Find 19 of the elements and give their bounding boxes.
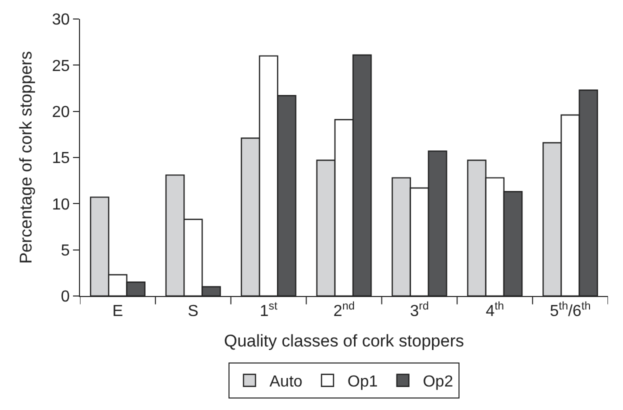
y-tick-label: 10 — [52, 196, 70, 214]
x-tick-label: S — [188, 303, 198, 320]
legend-label: Op1 — [348, 374, 378, 391]
y-tick-label: 25 — [52, 58, 70, 75]
x-tick-label: E — [112, 303, 124, 320]
x-tick-label: 5$^{th}$/6$^{th}$ — [550, 300, 591, 320]
legend-label: Auto — [270, 374, 303, 391]
x-tick-label: 4$^{th}$ — [486, 300, 504, 320]
y-tick-label: 0 — [60, 288, 70, 306]
x-axis-title: Quality classes of cork stoppers — [224, 332, 464, 351]
y-tick-label: 20 — [52, 104, 70, 121]
y-tick-label: 30 — [52, 12, 70, 29]
y-axis-title: Percentage of cork stoppers — [16, 51, 36, 264]
legend-label: Op2 — [422, 374, 454, 391]
x-tick-label: 2$^{nd}$ — [333, 300, 355, 320]
y-tick-label: 15 — [52, 150, 70, 168]
x-tick-label: 3$^{rd}$ — [410, 300, 429, 320]
x-tick-label: 1$^{st}$ — [260, 300, 278, 320]
y-tick-label: 5 — [60, 242, 70, 260]
